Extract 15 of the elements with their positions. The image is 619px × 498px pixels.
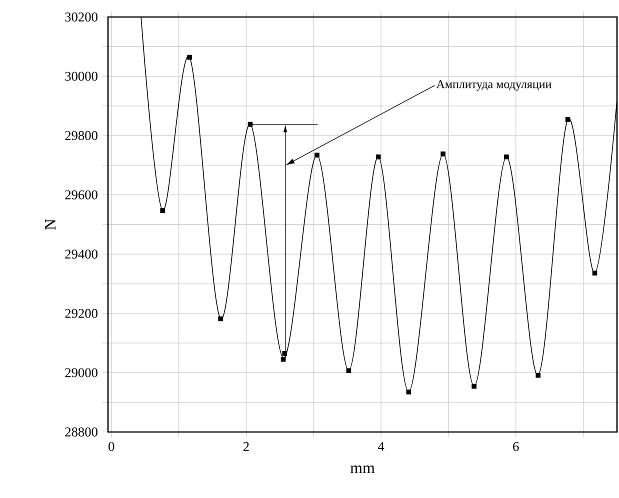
x-tick-label: 0 [108,442,114,452]
x-axis-title: mm [350,466,375,474]
x-tick-label: 2 [243,442,249,451]
y-tick-label: 29200 [65,308,98,318]
y-tick-label: 29800 [65,131,98,140]
x-tick-label: 6 [513,442,519,451]
y-tick-label: 29600 [65,190,98,200]
y-axis-title: N [44,219,56,230]
y-tick-label: 29400 [65,250,98,259]
y-tick-label: 30200 [65,12,98,22]
annotation: Амплитуда модуляции [436,80,552,91]
y-tick-label: 29000 [65,368,98,378]
x-tick-label: 4 [378,442,384,451]
y-tick-label: 28800 [65,427,98,436]
y-tick-label: 30000 [65,72,98,81]
